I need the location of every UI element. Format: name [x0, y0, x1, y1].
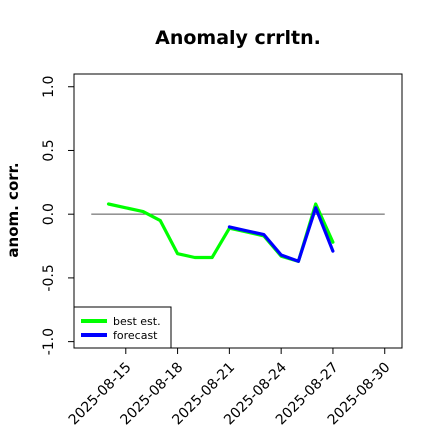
series-line-forecast [227, 206, 335, 263]
plot-frame [73, 73, 403, 349]
y-tick-label: 0.0 [41, 203, 57, 225]
chart-title: Anomaly crrltn. [155, 27, 321, 49]
legend-label-forecast: forecast [113, 329, 158, 342]
y-axis-label: anom. corr. [4, 162, 22, 257]
plot-area: -1.0-0.50.00.51.02025-08-152025-08-18202… [41, 76, 394, 429]
y-tick-label: 0.5 [41, 139, 57, 161]
y-tick-label: -0.5 [41, 264, 57, 291]
y-tick-label: 1.0 [41, 76, 57, 98]
series-line-best-est [106, 202, 335, 263]
legend: best est. forecast [73, 306, 172, 349]
legend-label-best-est: best est. [113, 315, 161, 328]
legend-box [73, 306, 172, 349]
y-tick-label: -1.0 [41, 328, 57, 355]
